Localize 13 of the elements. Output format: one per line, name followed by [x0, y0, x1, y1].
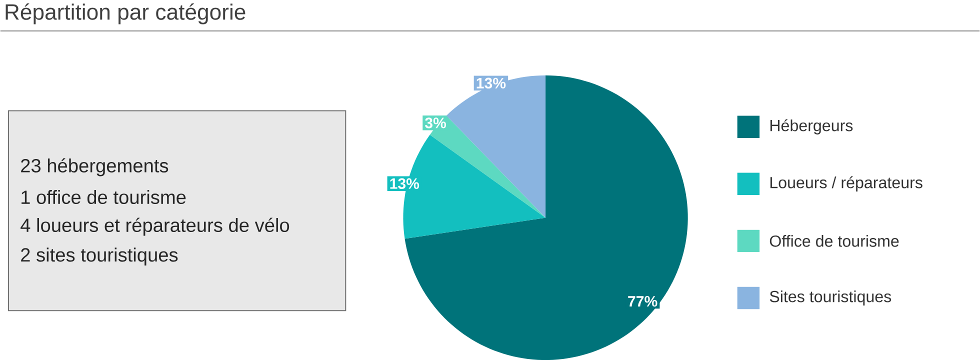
- text: 23 hébergements: [21, 158, 168, 176]
- text: 1 office de tourisme: [22, 190, 186, 204]
- legend-label: Hébergeurs: [770, 119, 853, 134]
- legend-label: Office de tourisme: [770, 235, 899, 247]
- data-label: 3%: [424, 118, 446, 128]
- text: Répartition par catégorie: [6, 3, 246, 24]
- data-label: 13%: [390, 178, 420, 189]
- legend-label: Loueurs / réparateurs: [770, 176, 922, 192]
- text: 2 sites touristiques: [21, 248, 178, 266]
- data-label: 77%: [628, 296, 658, 307]
- legend-label: Sites touristiques: [770, 290, 892, 306]
- text: 4 loueurs et réparateurs de vélo: [20, 218, 290, 236]
- data-label: 13%: [476, 78, 506, 89]
